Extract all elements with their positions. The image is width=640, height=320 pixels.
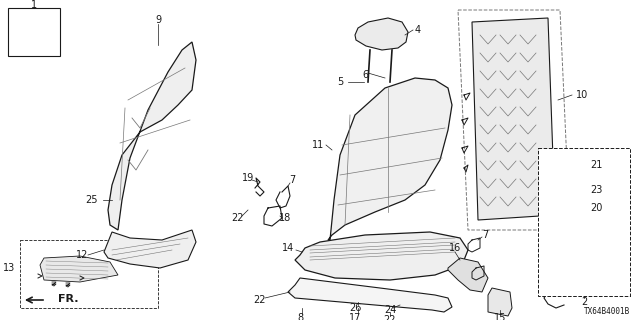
Text: FR.: FR. — [58, 294, 79, 304]
Text: 18: 18 — [279, 213, 291, 223]
Text: 21: 21 — [590, 160, 602, 170]
Text: 12: 12 — [76, 250, 88, 260]
Polygon shape — [40, 256, 118, 282]
Text: 5: 5 — [337, 77, 343, 87]
Polygon shape — [355, 18, 408, 50]
Bar — [20, 240, 158, 308]
Text: 22: 22 — [253, 295, 266, 305]
Text: TX64B4001B: TX64B4001B — [584, 307, 630, 316]
Text: 22: 22 — [232, 213, 244, 223]
Text: 22: 22 — [384, 315, 396, 320]
Text: 24: 24 — [384, 305, 396, 315]
Text: 2: 2 — [581, 297, 587, 307]
Polygon shape — [108, 42, 196, 230]
Text: 8: 8 — [297, 313, 303, 320]
Text: 23: 23 — [590, 185, 602, 195]
Text: 26: 26 — [349, 303, 361, 313]
Text: 13: 13 — [3, 263, 15, 273]
Polygon shape — [488, 288, 512, 316]
Polygon shape — [328, 78, 452, 240]
Polygon shape — [448, 258, 488, 292]
Polygon shape — [288, 278, 452, 312]
Text: 10: 10 — [576, 90, 588, 100]
Text: 19: 19 — [242, 173, 254, 183]
Text: 16: 16 — [449, 243, 461, 253]
Text: 15: 15 — [494, 313, 506, 320]
Polygon shape — [458, 10, 570, 230]
Text: 14: 14 — [282, 243, 294, 253]
Polygon shape — [295, 232, 468, 280]
Text: 25: 25 — [86, 195, 98, 205]
Text: 11: 11 — [312, 140, 324, 150]
Text: 7: 7 — [482, 230, 488, 240]
Text: 9: 9 — [155, 15, 161, 25]
Text: 1: 1 — [31, 0, 37, 10]
Polygon shape — [472, 18, 555, 220]
Text: 7: 7 — [289, 175, 295, 185]
Bar — [8, 8, 60, 56]
Text: 6: 6 — [362, 70, 368, 80]
Text: 17: 17 — [349, 313, 361, 320]
Polygon shape — [104, 230, 196, 268]
Bar — [538, 148, 630, 296]
Text: 4: 4 — [415, 25, 421, 35]
Text: 20: 20 — [590, 203, 602, 213]
